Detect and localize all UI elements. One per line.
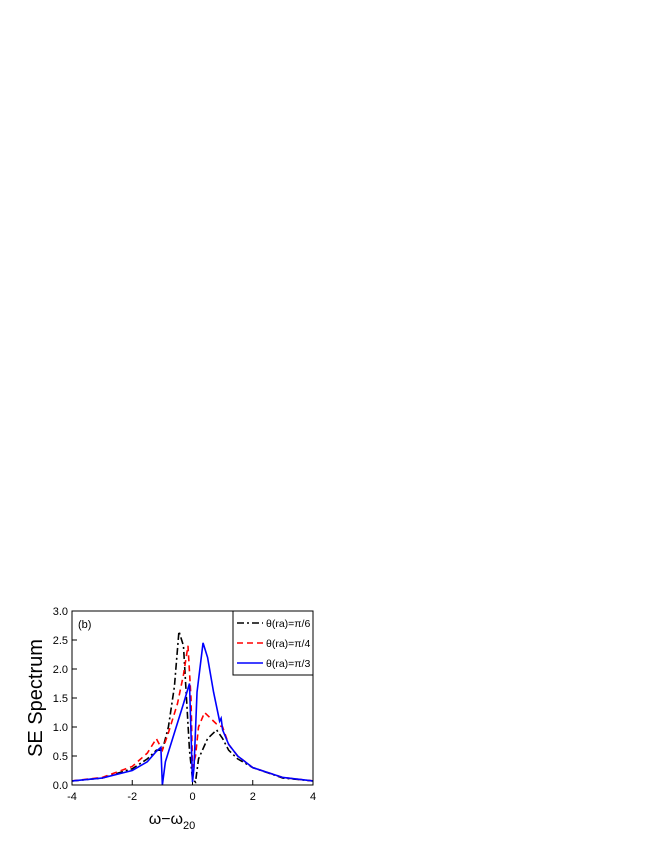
x-tick-label: 2 — [250, 791, 256, 803]
legend-box — [232, 610, 314, 676]
y-tick-label: 2.5 — [53, 635, 68, 647]
x-axis-label: ω−ω20 — [149, 811, 196, 832]
x-tick-label: 0 — [189, 791, 195, 803]
x-axis-label-main: ω−ω — [149, 811, 183, 828]
plot-frame — [71, 610, 314, 786]
x-tick-label: -2 — [127, 791, 137, 803]
x-tick-label: 4 — [310, 791, 316, 803]
y-tick-label: 2.0 — [53, 664, 68, 676]
legend-label: θ(ra)=π/6 — [266, 618, 310, 630]
y-tick-label: 0.0 — [53, 780, 68, 792]
x-axis-label-sub: 20 — [183, 820, 195, 832]
annotation: (b) — [78, 619, 91, 631]
y-tick-label: 1.0 — [53, 722, 68, 734]
y-tick-label: 0.5 — [53, 751, 68, 763]
x-tick-label: -4 — [67, 791, 77, 803]
legend-label: θ(ra)=π/3 — [266, 658, 310, 670]
y-tick-label: 1.5 — [53, 693, 68, 705]
y-axis-label: SE Spectrum — [25, 639, 47, 757]
legend-label: θ(ra)=π/4 — [266, 638, 310, 650]
y-tick-label: 3.0 — [53, 606, 68, 618]
series-line — [71, 642, 314, 786]
